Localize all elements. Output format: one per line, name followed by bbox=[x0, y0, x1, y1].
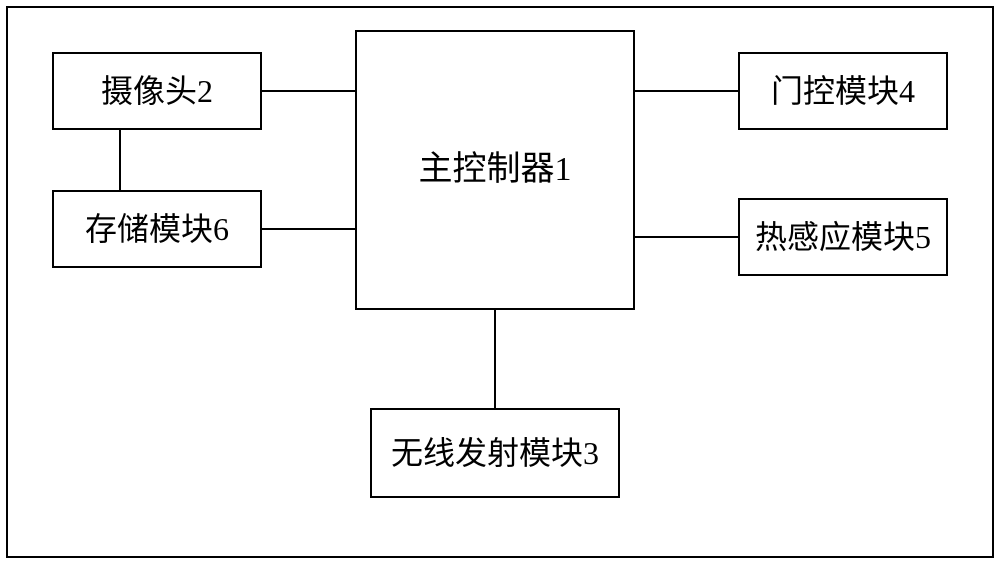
node-storage-label: 存储模块6 bbox=[85, 211, 229, 248]
node-door-label: 门控模块4 bbox=[771, 73, 915, 110]
node-storage: 存储模块6 bbox=[52, 190, 262, 268]
node-wireless-label: 无线发射模块3 bbox=[391, 435, 599, 472]
node-door: 门控模块4 bbox=[738, 52, 948, 130]
node-camera: 摄像头2 bbox=[52, 52, 262, 130]
node-thermal: 热感应模块5 bbox=[738, 198, 948, 276]
node-wireless: 无线发射模块3 bbox=[370, 408, 620, 498]
diagram-stage: 摄像头2 存储模块6 主控制器1 门控模块4 热感应模块5 无线发射模块3 bbox=[0, 0, 1000, 564]
node-thermal-label: 热感应模块5 bbox=[755, 219, 931, 256]
node-camera-label: 摄像头2 bbox=[101, 73, 213, 110]
node-controller: 主控制器1 bbox=[355, 30, 635, 310]
node-controller-label: 主控制器1 bbox=[419, 150, 572, 189]
